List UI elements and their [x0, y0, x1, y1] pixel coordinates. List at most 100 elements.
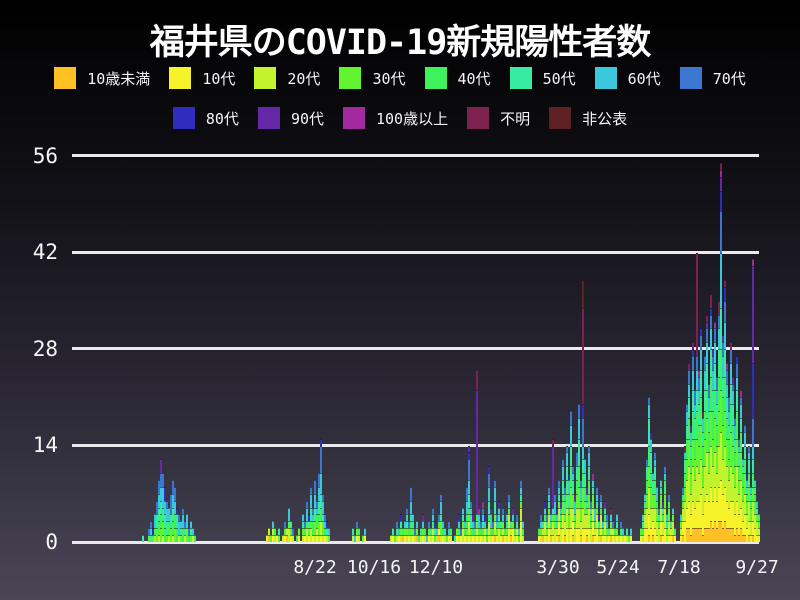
bar: [586, 486, 588, 542]
bar-segment: [692, 438, 694, 467]
bar-segment: [658, 507, 660, 515]
bar-segment: [712, 466, 714, 501]
legend-item: 10代: [169, 67, 235, 89]
bar-segment: [720, 252, 722, 308]
bar-segment: [696, 528, 698, 542]
bar-segment: [310, 528, 312, 542]
bar-segment: [554, 493, 556, 501]
bar-segment: [724, 280, 726, 288]
bar-segment: [734, 452, 736, 467]
bar-segment: [710, 411, 712, 446]
bar-segment: [554, 521, 556, 529]
bar-segment: [742, 500, 744, 522]
bar-segment: [570, 507, 572, 529]
bar: [738, 438, 740, 542]
bar-segment: [630, 528, 632, 536]
bar-segment: [730, 362, 732, 384]
bar-segment: [758, 521, 760, 529]
bar-segment: [702, 411, 704, 418]
bar-segment: [324, 521, 326, 529]
legend-item: 20代: [254, 67, 320, 89]
bar: [486, 528, 488, 542]
bar-segment: [684, 500, 686, 522]
bar-segment: [288, 507, 290, 522]
bar-segment: [450, 528, 452, 536]
bar-segment: [706, 362, 708, 391]
bar-segment: [468, 535, 470, 542]
bar-segment: [454, 535, 456, 542]
bar-segment: [192, 528, 194, 536]
bar-segment: [698, 500, 700, 529]
bar-segment: [672, 521, 674, 536]
bar-segment: [562, 459, 564, 467]
bar-segment: [328, 535, 330, 542]
bar-segment: [516, 535, 518, 542]
bar-segment: [414, 535, 416, 542]
bar: [158, 479, 160, 542]
bar-segment: [710, 445, 712, 487]
bar-segment: [714, 521, 716, 542]
bar-segment: [502, 535, 504, 542]
bar-segment: [466, 521, 468, 529]
bar-segment: [704, 411, 706, 439]
bar-segment: [538, 528, 540, 536]
bar-segment: [410, 500, 412, 515]
bar-segment: [552, 507, 554, 515]
bar-segment: [158, 479, 160, 494]
bar-segment: [574, 493, 576, 501]
bar-segment: [320, 473, 322, 494]
bar-segment: [756, 500, 758, 508]
bar-segment: [610, 521, 612, 529]
bar-segment: [542, 521, 544, 529]
bar-segment: [698, 424, 700, 446]
legend-item: 60代: [594, 67, 661, 89]
bar: [422, 514, 424, 542]
bar-segment: [700, 528, 702, 542]
bar-segment: [720, 307, 722, 350]
bar-segment: [506, 514, 508, 522]
legend-label: 60代: [627, 69, 661, 88]
bar-segment: [658, 514, 660, 522]
bar-segment: [666, 528, 668, 536]
bar-segment: [178, 521, 180, 536]
bar-segment: [494, 500, 496, 515]
bar-segment: [736, 355, 738, 363]
bar-segment: [598, 535, 600, 542]
bar-segment: [564, 521, 566, 536]
bar-segment: [704, 438, 706, 467]
bar-segment: [726, 383, 728, 398]
bar-segment: [712, 369, 714, 391]
bar-segment: [584, 500, 586, 515]
bar-segment: [732, 383, 734, 391]
bar-segment: [406, 535, 408, 542]
bar-segment: [270, 535, 272, 542]
bar-segment: [292, 535, 294, 542]
bar-segment: [472, 528, 474, 536]
bar-segment: [702, 431, 704, 446]
bar-segment: [718, 314, 720, 329]
bar: [450, 528, 452, 542]
bar: [484, 514, 486, 542]
bar-segment: [586, 486, 588, 494]
bar-segment: [568, 507, 570, 515]
bar-segment: [710, 521, 712, 542]
bar-segment: [718, 445, 720, 487]
bar-segment: [628, 535, 630, 542]
legend-label: 10代: [202, 69, 236, 88]
bar-segment: [272, 535, 274, 542]
bar-segment: [516, 521, 518, 529]
bar-segment: [574, 514, 576, 522]
bar-segment: [726, 369, 728, 384]
legend-swatch: [169, 67, 192, 89]
bar-segment: [748, 452, 750, 460]
bar: [506, 514, 508, 542]
bar-segment: [314, 535, 316, 542]
bar-segment: [714, 328, 716, 343]
legend-swatch: [467, 107, 490, 129]
bar: [142, 535, 144, 542]
bar: [654, 452, 656, 542]
bar-segment: [458, 528, 460, 536]
bar: [734, 417, 736, 542]
bar: [514, 528, 516, 542]
bar-segment: [668, 500, 670, 508]
